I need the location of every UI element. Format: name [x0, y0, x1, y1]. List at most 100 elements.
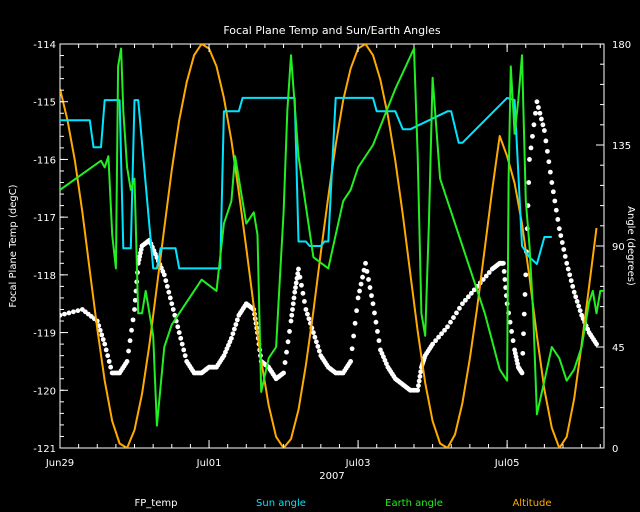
point-fp-temp — [430, 341, 436, 347]
point-fp-temp — [507, 319, 513, 325]
point-fp-temp — [293, 285, 298, 290]
point-fp-temp — [369, 293, 374, 299]
point-fp-temp — [555, 217, 561, 222]
point-fp-temp — [417, 374, 423, 379]
y-tick-label-right: 45 — [612, 343, 625, 354]
point-fp-temp — [290, 301, 296, 307]
point-fp-temp — [552, 198, 558, 204]
point-fp-temp — [281, 370, 286, 376]
point-fp-temp — [233, 322, 239, 327]
point-fp-temp — [354, 308, 359, 314]
point-fp-temp — [373, 319, 379, 325]
point-fp-temp — [576, 303, 582, 309]
point-fp-temp — [533, 110, 538, 116]
point-fp-temp — [594, 341, 599, 347]
series-fp-temp — [60, 99, 599, 393]
point-fp-temp — [315, 344, 321, 349]
series-earth-angle — [60, 47, 604, 427]
point-fp-temp — [502, 277, 508, 282]
point-fp-temp — [562, 253, 568, 259]
point-fp-temp — [442, 327, 447, 333]
point-fp-temp — [290, 307, 295, 312]
point-fp-temp — [571, 289, 577, 295]
point-fp-temp — [358, 281, 364, 287]
point-fp-temp — [436, 334, 441, 340]
point-fp-temp — [577, 308, 583, 314]
series-altitude — [60, 44, 598, 448]
point-fp-temp — [501, 268, 507, 274]
point-fp-temp — [415, 387, 421, 393]
point-fp-temp — [169, 301, 175, 307]
point-fp-temp — [486, 270, 492, 275]
point-fp-temp — [375, 329, 380, 334]
point-fp-temp — [99, 332, 105, 338]
point-fp-temp — [285, 339, 291, 345]
point-fp-temp — [526, 180, 532, 185]
point-fp-temp — [357, 288, 362, 294]
point-fp-temp — [282, 360, 288, 365]
point-fp-temp — [75, 308, 81, 314]
y-tick-label-right: 90 — [612, 242, 625, 253]
point-fp-temp — [348, 359, 354, 364]
point-fp-temp — [451, 315, 456, 320]
point-fp-temp — [66, 310, 72, 316]
point-fp-temp — [366, 277, 371, 282]
y-axis-label-right: Angle (degrees) — [625, 206, 636, 286]
point-fp-temp — [126, 348, 131, 354]
legend-item-sun-angle: Sun angle — [256, 498, 306, 509]
point-fp-temp — [531, 122, 537, 128]
point-fp-temp — [553, 207, 559, 213]
point-fp-temp — [536, 105, 541, 110]
point-fp-temp — [179, 341, 185, 347]
point-fp-temp — [500, 260, 506, 266]
point-fp-temp — [97, 327, 103, 333]
point-fp-temp — [460, 301, 465, 307]
point-fp-temp — [170, 307, 176, 312]
point-fp-temp — [167, 295, 173, 301]
point-fp-temp — [289, 312, 295, 318]
point-fp-temp — [537, 110, 543, 116]
point-fp-temp — [363, 260, 368, 266]
point-fp-temp — [181, 347, 187, 353]
point-fp-temp — [561, 247, 567, 252]
point-fp-temp — [355, 295, 361, 301]
y-axis-label-left: Focal Plane Temp (degC) — [8, 184, 19, 307]
legend: FP_temp Sun angle Earth angle Altitude — [135, 498, 552, 509]
point-fp-temp — [130, 317, 136, 323]
point-fp-temp — [521, 311, 527, 317]
point-fp-temp — [471, 287, 477, 293]
point-fp-temp — [468, 290, 474, 296]
point-fp-temp — [522, 292, 528, 297]
point-fp-temp — [351, 333, 357, 339]
point-fp-temp — [313, 339, 319, 345]
point-fp-temp — [352, 320, 358, 326]
point-fp-temp — [568, 278, 574, 284]
point-fp-temp — [129, 327, 134, 333]
x-tick-label: Jul03 — [345, 458, 371, 469]
point-fp-temp — [565, 266, 571, 272]
point-fp-temp — [303, 307, 309, 312]
point-fp-temp — [176, 330, 182, 335]
point-fp-temp — [284, 349, 289, 355]
point-fp-temp — [519, 370, 525, 376]
point-fp-temp — [559, 240, 565, 245]
point-fp-temp — [564, 260, 570, 266]
point-fp-temp — [523, 272, 529, 278]
point-fp-temp — [163, 278, 169, 284]
y-tick-label-left: -114 — [33, 40, 56, 51]
point-fp-temp — [349, 346, 355, 352]
point-fp-temp — [546, 159, 552, 165]
point-fp-temp — [310, 330, 316, 335]
y-tick-label-right: 180 — [612, 40, 631, 51]
point-fp-temp — [234, 317, 240, 323]
point-fp-temp — [376, 338, 382, 344]
point-fp-temp — [549, 180, 555, 185]
point-fp-temp — [372, 310, 377, 316]
point-fp-temp — [292, 289, 298, 295]
y-tick-label-left: -120 — [33, 386, 56, 397]
point-fp-temp — [454, 310, 459, 316]
legend-item-earth-angle: Earth angle — [385, 498, 443, 509]
series-sun-angle — [60, 96, 552, 270]
plot-area — [60, 44, 604, 448]
point-fp-temp — [132, 307, 137, 312]
